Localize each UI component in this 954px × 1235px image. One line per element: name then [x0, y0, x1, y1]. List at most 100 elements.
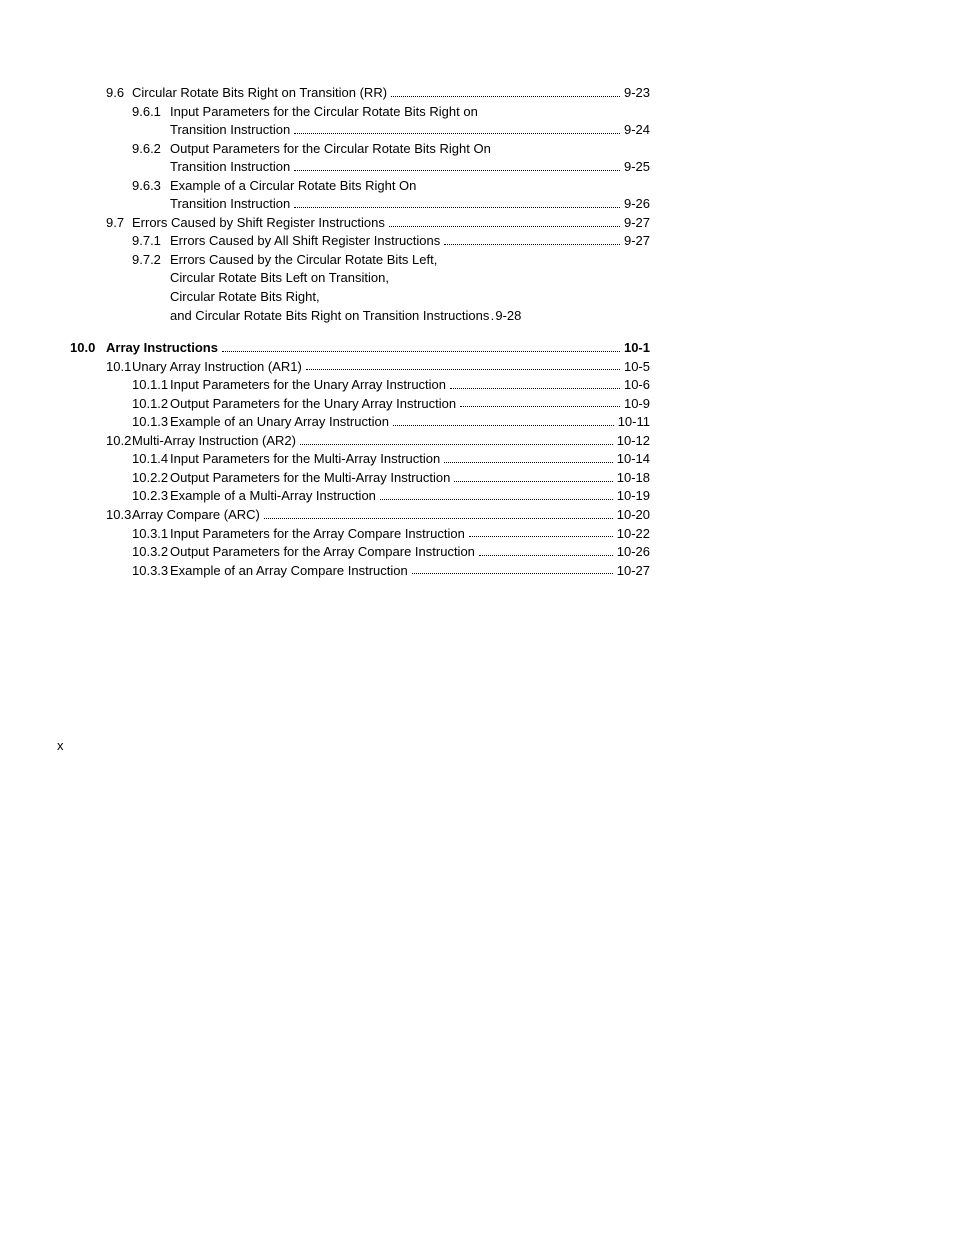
toc-entry-title: Input Parameters for the Unary Array Ins… — [170, 376, 446, 394]
toc-entry: 10.2.2Output Parameters for the Multi-Ar… — [132, 469, 650, 487]
toc-leader-dots — [294, 195, 620, 208]
toc-entry: 10.1.2Output Parameters for the Unary Ar… — [132, 395, 650, 413]
toc-entry-title: Errors Caused by All Shift Register Inst… — [170, 232, 440, 250]
toc-entry-page: 9-24 — [624, 121, 650, 139]
toc-entry: 10.1Unary Array Instruction (AR1) 10-5 — [106, 358, 650, 376]
toc-entry-number: 10.1.3 — [132, 413, 170, 431]
toc-entry-page: 10-6 — [624, 376, 650, 394]
toc-leader-dots — [412, 562, 613, 575]
toc-entry-page: 9-26 — [624, 195, 650, 213]
toc-entry-page: 10-11 — [618, 413, 650, 431]
toc-entry-title: Input Parameters for the Multi-Array Ins… — [170, 450, 440, 468]
toc-leader-dots — [389, 214, 620, 227]
toc-entry-number: 9.6.3 — [132, 177, 170, 195]
toc-entry-title: Transition Instruction — [170, 121, 290, 139]
toc-entry-title: Array Instructions — [106, 339, 218, 357]
toc-entry-number: 10.3.2 — [132, 543, 170, 561]
toc-entry-title: Input Parameters for the Circular Rotate… — [170, 103, 478, 121]
toc-entry-number: 10.0 — [70, 339, 106, 357]
toc-entry-page: 9-23 — [624, 84, 650, 102]
toc-entry-number: 9.6.2 — [132, 140, 170, 158]
toc-entry: 9.6.3Example of a Circular Rotate Bits R… — [132, 177, 650, 195]
toc-entry-page: 9-27 — [624, 214, 650, 232]
toc-entry: Circular Rotate Bits Right, — [170, 288, 650, 306]
toc-entry-title: Output Parameters for the Circular Rotat… — [170, 140, 491, 158]
toc-entry-number: 10.2.3 — [132, 487, 170, 505]
toc-entry-title: and Circular Rotate Bits Right on Transi… — [170, 307, 489, 325]
toc-entry-number: 9.7.1 — [132, 232, 170, 250]
toc-leader-dots — [222, 339, 620, 352]
toc-entry-page: 10-19 — [617, 487, 650, 505]
toc-entry-title: Output Parameters for the Multi-Array In… — [170, 469, 450, 487]
toc-leader-dots — [444, 450, 613, 463]
toc-entry: 9.6Circular Rotate Bits Right on Transit… — [106, 84, 650, 102]
toc-entry-number: 10.3.3 — [132, 562, 170, 580]
toc-entry: 10.2Multi-Array Instruction (AR2)10-12 — [106, 432, 650, 450]
toc-leader-dots — [264, 506, 613, 519]
toc-entry-number: 10.2 — [106, 432, 132, 450]
toc-entry: Transition Instruction 9-26 — [170, 195, 650, 213]
toc-entry-number: 10.1.4 — [132, 450, 170, 468]
page-number: x — [57, 738, 64, 753]
toc-entry-title: Example of an Unary Array Instruction — [170, 413, 389, 431]
toc-entry-title: Input Parameters for the Array Compare I… — [170, 525, 465, 543]
toc-gap — [70, 325, 650, 339]
toc-leader-dots — [391, 84, 620, 97]
toc-entry-page: 10-20 — [617, 506, 650, 524]
toc-entry-title: Example of a Multi-Array Instruction — [170, 487, 376, 505]
toc-entry: Circular Rotate Bits Left on Transition, — [170, 269, 650, 287]
table-of-contents: 9.6Circular Rotate Bits Right on Transit… — [70, 84, 650, 580]
toc-entry: 10.3Array Compare (ARC) 10-20 — [106, 506, 650, 524]
toc-leader-dots — [479, 543, 613, 556]
toc-entry-title: Example of a Circular Rotate Bits Right … — [170, 177, 416, 195]
toc-entry: Transition Instruction 9-25 — [170, 158, 650, 176]
toc-entry: 10.0Array Instructions 10-1 — [70, 339, 650, 357]
toc-entry-title: Errors Caused by Shift Register Instruct… — [132, 214, 385, 232]
toc-entry-title: Circular Rotate Bits Right, — [170, 288, 320, 306]
toc-entry: Transition Instruction 9-24 — [170, 121, 650, 139]
toc-entry-number: 10.3 — [106, 506, 132, 524]
toc-entry-title: Unary Array Instruction (AR1) — [132, 358, 302, 376]
toc-entry-page: 10-12 — [617, 432, 650, 450]
toc-entry-page: 9-27 — [624, 232, 650, 250]
toc-entry-title: Transition Instruction — [170, 158, 290, 176]
toc-entry-page: 10-27 — [617, 562, 650, 580]
toc-entry-page: 10-5 — [624, 358, 650, 376]
toc-entry-page: 10-14 — [617, 450, 650, 468]
toc-entry: 9.6.2Output Parameters for the Circular … — [132, 140, 650, 158]
toc-entry-page: 9-25 — [624, 158, 650, 176]
toc-entry: 9.6.1Input Parameters for the Circular R… — [132, 103, 650, 121]
toc-entry-title: Errors Caused by the Circular Rotate Bit… — [170, 251, 437, 269]
toc-entry-title: Example of an Array Compare Instruction — [170, 562, 408, 580]
page: 9.6Circular Rotate Bits Right on Transit… — [0, 0, 954, 1235]
toc-leader-dots — [393, 413, 614, 426]
toc-entry-page: 10-18 — [617, 469, 650, 487]
toc-leader-dots — [300, 432, 613, 445]
toc-entry-title: Array Compare (ARC) — [132, 506, 260, 524]
toc-leader-dots — [450, 376, 620, 389]
toc-entry-title: Transition Instruction — [170, 195, 290, 213]
toc-entry: 10.3.1Input Parameters for the Array Com… — [132, 525, 650, 543]
toc-leader-dots — [469, 525, 613, 538]
toc-entry-number: 10.3.1 — [132, 525, 170, 543]
toc-leader-dots — [294, 121, 620, 134]
toc-entry-page: 10-26 — [617, 543, 650, 561]
toc-entry: 9.7.1Errors Caused by All Shift Register… — [132, 232, 650, 250]
toc-leader-dots — [460, 395, 620, 408]
toc-entry-page: 10-22 — [617, 525, 650, 543]
toc-entry: 10.1.3Example of an Unary Array Instruct… — [132, 413, 650, 431]
toc-entry-number: 10.1.1 — [132, 376, 170, 394]
toc-entry-page: 9-28 — [495, 307, 521, 325]
toc-entry: 10.1.4Input Parameters for the Multi-Arr… — [132, 450, 650, 468]
toc-entry: 10.3.2Output Parameters for the Array Co… — [132, 543, 650, 561]
toc-entry-number: 9.6 — [106, 84, 132, 102]
toc-entry-number: 10.2.2 — [132, 469, 170, 487]
toc-leader-dots — [380, 487, 613, 500]
toc-entry: 10.2.3Example of a Multi-Array Instructi… — [132, 487, 650, 505]
toc-entry-page: 10-1 — [624, 339, 650, 357]
toc-entry-title: Output Parameters for the Array Compare … — [170, 543, 475, 561]
toc-entry-number: 10.1 — [106, 358, 132, 376]
toc-leader-dots — [306, 358, 620, 371]
toc-entry: 10.1.1Input Parameters for the Unary Arr… — [132, 376, 650, 394]
toc-entry-number: 9.7.2 — [132, 251, 170, 269]
